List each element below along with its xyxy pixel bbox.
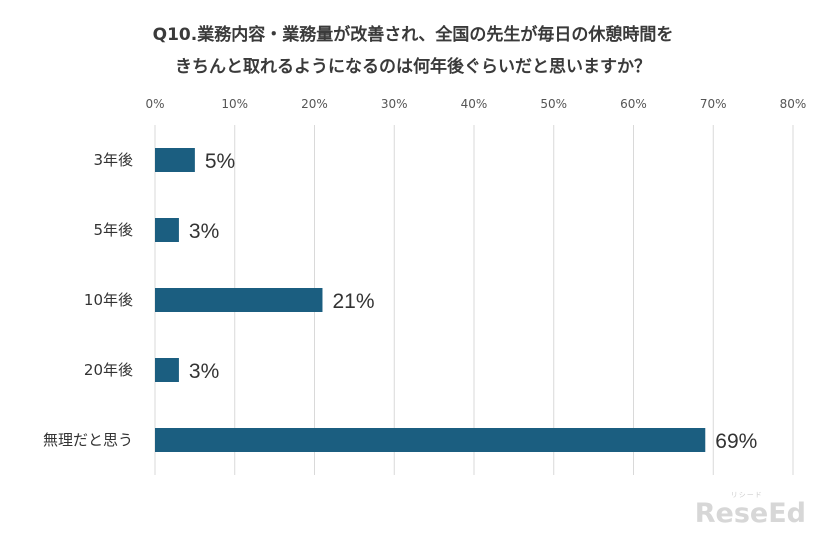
watermark-logo: リシード ReseEd: [694, 491, 806, 529]
watermark-subtext: リシード: [730, 491, 763, 499]
chart-title-line-2: きちんと取れるようになるのは何年後ぐらいだと思いますか？: [175, 57, 651, 77]
x-tick-label: 70%: [700, 97, 727, 111]
bar: [155, 218, 179, 242]
data-label: 5%: [205, 150, 235, 173]
x-tick-label: 30%: [381, 97, 408, 111]
chart-title-line-1: Q10.業務内容・業務量が改善され、全国の先生が毎日の休憩時間を: [152, 25, 674, 45]
bar: [155, 428, 706, 452]
data-label: 3%: [189, 360, 219, 383]
x-tick-label: 10%: [221, 97, 248, 111]
bar: [155, 148, 195, 172]
data-label: 69%: [715, 430, 757, 453]
category-label: 20年後: [84, 361, 133, 379]
x-tick-label: 50%: [540, 97, 567, 111]
x-tick-label: 80%: [780, 97, 807, 111]
watermark-text: ReseEd: [694, 498, 806, 529]
category-label: 無理だと思う: [43, 431, 133, 449]
category-label: 3年後: [93, 151, 133, 169]
x-tick-label: 40%: [461, 97, 488, 111]
category-label: 10年後: [84, 291, 133, 309]
x-tick-label: 0%: [145, 97, 164, 111]
bar: [155, 288, 323, 312]
data-label: 3%: [189, 220, 219, 243]
x-tick-label: 60%: [620, 97, 647, 111]
x-tick-label: 20%: [301, 97, 328, 111]
data-label: 21%: [332, 290, 374, 313]
bar: [155, 358, 179, 382]
category-label: 5年後: [93, 221, 133, 239]
